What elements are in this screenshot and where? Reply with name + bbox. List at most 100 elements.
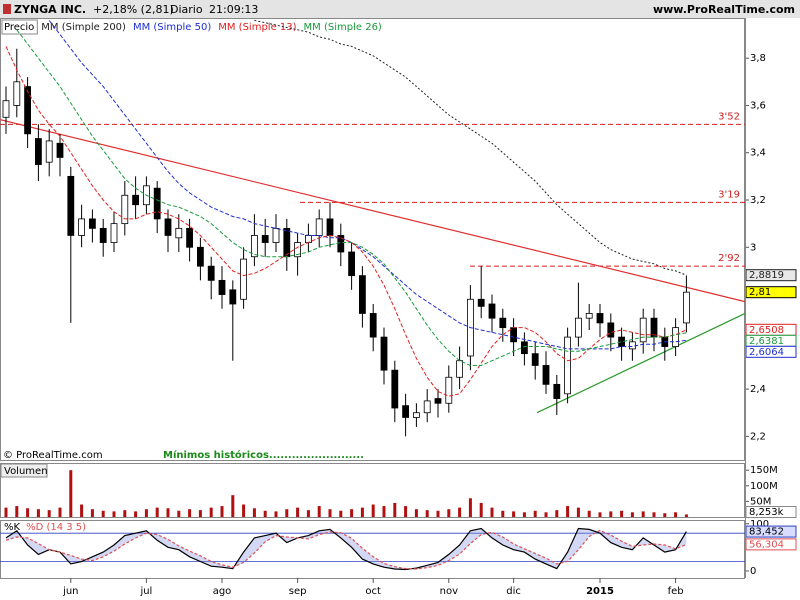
candle-body [553,383,561,399]
legend-item: Precio [4,22,34,33]
price-change: +2,18% (2,81) [93,3,174,16]
candle-body [337,235,345,253]
volume-bar [317,506,321,517]
volume-bar [177,510,181,517]
volume-bar [674,512,678,517]
volume-bar [101,510,105,517]
moving-average [5,46,687,397]
candle-body [250,235,258,258]
volume-bar [242,504,246,517]
volume-bar [360,507,364,517]
trend-line [0,119,746,303]
volume-bar [555,510,559,517]
volume-bar [90,509,94,517]
volume-bar [620,510,624,517]
end-value-label: 2,6508 [749,325,784,336]
volume-bar [220,506,224,517]
volume-bar [350,509,354,517]
volume-bar [371,504,375,517]
candle-body [196,246,204,267]
candle-body [240,258,248,300]
x-tick-label: ago [213,586,232,597]
end-value-label: 8,253k [749,507,784,518]
volume-bar [134,511,138,517]
volume-bar [263,510,267,517]
candle-body [132,194,140,206]
candle-body [304,235,312,243]
volume-bar [155,507,159,517]
volume-bar [166,508,170,517]
volume-bar [458,507,462,517]
candle-body [229,289,237,305]
candle-body [596,313,604,324]
volume-bar [425,510,429,517]
x-tick-label: sep [289,586,307,597]
volume-bar [36,509,40,517]
end-value-label: 2,6381 [749,336,784,347]
candle-body [67,175,75,236]
candle-body [683,291,690,324]
candle-body [499,317,507,329]
y-tick-label: 100M [750,481,778,492]
volume-bar [544,512,548,517]
volume-bar [209,507,213,517]
volume-bar [533,510,537,517]
candle-body [294,242,302,258]
stochastic-panel [0,520,745,579]
candle-body [564,336,571,395]
volume-bar [188,509,192,517]
candle-body [315,218,323,236]
volume-bar [641,511,645,517]
legend-item: MM (Simple 50) [133,22,211,33]
symbol-title: ZYNGA INC. [14,3,86,16]
y-tick-label: 3,2 [750,195,766,206]
x-tick-label: jul [139,586,152,597]
annotation: Mínimos históricos......................… [163,449,364,461]
candle-body [45,140,53,163]
x-tick-label: dic [506,586,521,597]
x-tick-label: oct [365,586,381,597]
y-tick-label: 150M [750,465,778,476]
volume-bar [447,509,451,517]
legend-box [1,19,38,35]
end-value-label: 2,6064 [749,347,784,358]
candle-body [99,227,107,243]
candle-body [272,227,280,243]
candle-body [283,227,291,258]
time: 21:09:13 [209,3,258,16]
y-tick-label: 2,4 [750,384,766,395]
volume-bar [123,510,127,517]
header-icon [3,4,11,14]
copyright: © ProRealTime.com [3,450,103,461]
candle-body [477,298,485,307]
moving-average [254,19,687,276]
x-tick-label: feb [668,586,684,597]
candle-body [35,138,42,165]
y-tick-label: 2,2 [750,431,766,442]
candle-body [672,327,679,347]
candle-body [618,336,625,347]
end-value-label: 2,81 [749,287,771,298]
candle-body [380,336,388,371]
volume-bar [576,507,580,517]
site: www.ProRealTime.com [653,3,795,16]
volume-bar [306,510,310,517]
volume-bar [15,506,19,517]
volume-bar [231,495,235,517]
y-tick-label: 100 [750,519,769,530]
x-tick-label: nov [440,586,458,597]
moving-average [48,20,687,350]
stoch-band [6,528,687,570]
candle-body [423,400,431,414]
volume-bar [382,506,386,517]
candle-body [358,275,366,314]
y-tick-label: 3 [750,242,756,253]
candle-body [326,218,334,236]
volume-bar [404,506,408,517]
volume-bar [285,509,289,517]
candle-body [121,194,129,225]
volume-bar [479,502,483,517]
candle-body [629,341,636,350]
candle-body [78,218,85,236]
end-value-label: 83,452 [749,527,784,538]
